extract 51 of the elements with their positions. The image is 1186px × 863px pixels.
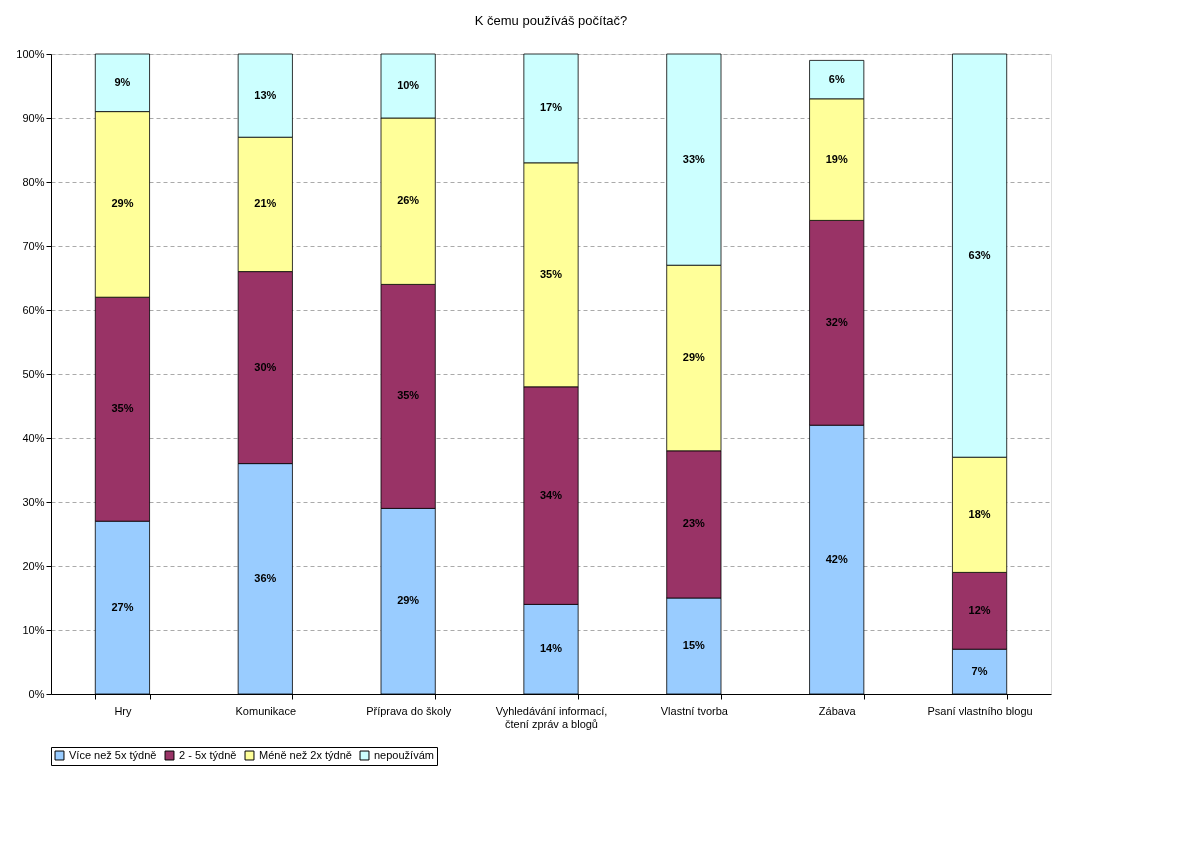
data-label: 29% — [111, 197, 134, 210]
y-tick-label: 10% — [22, 623, 45, 636]
x-tick-label: Vyhledávání informací, čtení zpráv a blogů — [495, 704, 608, 730]
data-label: 34% — [539, 488, 563, 501]
data-label: 35% — [539, 267, 563, 280]
data-label: 13% — [254, 88, 277, 101]
data-label: 35% — [397, 389, 420, 402]
y-tick-label: 90% — [22, 111, 45, 124]
data-label: 14% — [539, 642, 563, 655]
data-label: 15% — [682, 639, 706, 651]
data-label: 17% — [539, 101, 563, 114]
data-label: 12% — [968, 603, 991, 616]
chart-title: K čemu používáš počítač? — [474, 13, 628, 28]
y-tick-label: 0% — [28, 687, 45, 700]
x-tick-label: Zábava — [818, 704, 857, 717]
legend-label: Více než 5x týdně — [69, 748, 157, 761]
data-label: 6% — [828, 72, 845, 85]
data-label: 32% — [825, 315, 848, 328]
data-label: 29% — [397, 594, 420, 607]
data-label: 26% — [397, 194, 420, 207]
data-label: 63% — [968, 248, 991, 261]
x-tick-label: Příprava do školy — [366, 704, 452, 717]
data-label: 9% — [114, 75, 131, 88]
data-label: 19% — [825, 152, 848, 165]
data-label: 30% — [254, 360, 277, 373]
data-label: 18% — [968, 507, 991, 520]
y-tick-label: 20% — [22, 559, 45, 572]
y-tick-label: 50% — [22, 367, 45, 380]
y-tick-label: 70% — [22, 239, 45, 252]
data-label: 10% — [397, 79, 420, 91]
data-label: 7% — [971, 664, 988, 677]
data-label: 42% — [825, 552, 848, 565]
y-tick-label: 60% — [22, 303, 45, 316]
y-tick-label: 30% — [22, 495, 45, 508]
data-label: 36% — [254, 571, 277, 584]
data-label: 33% — [682, 152, 706, 165]
x-tick-label: Psaní vlastního blogu — [927, 704, 1033, 717]
legend-label: 2 - 5x týdně — [179, 748, 237, 761]
x-tick-label: Hry — [114, 704, 132, 717]
y-tick-label: 100% — [16, 47, 45, 60]
data-label: 21% — [254, 197, 277, 210]
x-tick-label: Vlastní tvorba — [660, 704, 729, 717]
data-label: 23% — [682, 517, 706, 530]
x-tick-label: Komunikace — [235, 704, 297, 717]
data-label: 35% — [111, 402, 134, 415]
legend-label: Méně než 2x týdně — [259, 748, 352, 761]
legend-label: nepoužívám — [374, 748, 434, 761]
data-label: 29% — [682, 351, 706, 363]
data-label: 27% — [111, 600, 134, 613]
y-tick-label: 40% — [22, 431, 45, 444]
y-tick-label: 80% — [22, 175, 45, 188]
